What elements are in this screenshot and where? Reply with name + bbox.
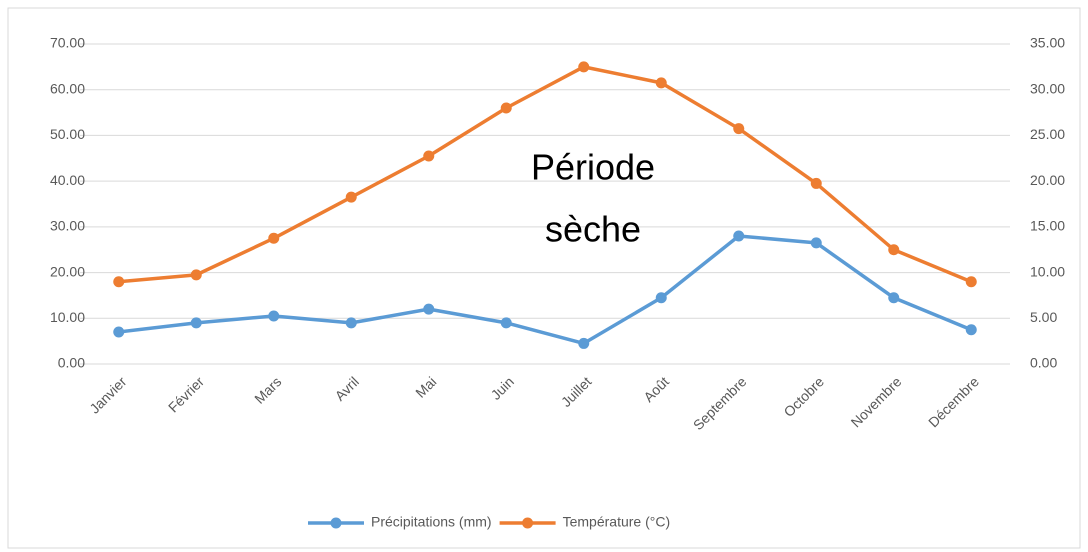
data-point (733, 230, 745, 242)
data-point (190, 317, 202, 329)
data-point (888, 292, 900, 304)
y-tick-label: 60.00 (50, 80, 85, 96)
data-point (190, 269, 202, 281)
y2-tick-label: 0.00 (1030, 355, 1057, 371)
chart-border (7, 7, 1081, 549)
y2-tick-label: 30.00 (1030, 80, 1065, 96)
series-line (118, 65, 972, 284)
annotation: Période (531, 147, 655, 188)
data-point (423, 303, 435, 315)
data-point (655, 77, 667, 89)
legend-label: Précipitations (mm) (371, 514, 492, 530)
y-tick-label: 70.00 (50, 35, 85, 51)
legend-marker (330, 517, 342, 529)
data-point (888, 244, 900, 256)
data-point (810, 177, 822, 189)
data-point (655, 292, 667, 304)
y2-tick-label: 25.00 (1030, 126, 1065, 142)
data-point (345, 317, 357, 329)
y2-tick-label: 20.00 (1030, 172, 1065, 188)
data-point (113, 326, 125, 338)
y-tick-label: 50.00 (50, 126, 85, 142)
data-point (423, 150, 435, 162)
data-point (268, 310, 280, 322)
data-point (113, 276, 125, 288)
series-line (118, 234, 972, 346)
y-tick-label: 20.00 (50, 263, 85, 279)
data-point (500, 102, 512, 114)
legend-marker (522, 517, 534, 529)
data-point (733, 123, 745, 135)
data-point (965, 276, 977, 288)
y2-tick-label: 5.00 (1030, 309, 1057, 325)
data-point (578, 61, 590, 73)
y-tick-label: 0.00 (58, 355, 85, 371)
data-point (810, 237, 822, 249)
data-point (345, 191, 357, 203)
y2-tick-label: 10.00 (1030, 263, 1065, 279)
data-point (268, 232, 280, 244)
data-point (500, 317, 512, 329)
legend-label: Température (°C) (563, 514, 671, 530)
annotation: sèche (545, 209, 641, 250)
data-point (578, 337, 590, 349)
y-tick-label: 30.00 (50, 218, 85, 234)
y-tick-label: 40.00 (50, 172, 85, 188)
y2-tick-label: 35.00 (1030, 35, 1065, 51)
data-point (965, 324, 977, 336)
y-tick-label: 10.00 (50, 309, 85, 325)
y2-tick-label: 15.00 (1030, 218, 1065, 234)
